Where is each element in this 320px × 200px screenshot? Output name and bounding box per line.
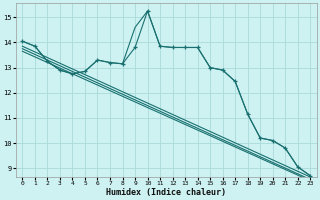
X-axis label: Humidex (Indice chaleur): Humidex (Indice chaleur) <box>106 188 226 197</box>
